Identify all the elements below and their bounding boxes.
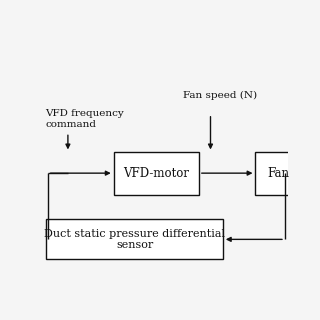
Text: VFD-motor: VFD-motor <box>123 167 189 180</box>
Bar <box>114 152 199 195</box>
Text: VFD frequency
command: VFD frequency command <box>45 109 124 129</box>
Bar <box>46 219 223 260</box>
Text: Fan speed (N): Fan speed (N) <box>183 91 258 100</box>
Text: Duct static pressure differential
sensor: Duct static pressure differential sensor <box>44 228 225 250</box>
Bar <box>255 152 302 195</box>
Text: Fan: Fan <box>268 167 290 180</box>
